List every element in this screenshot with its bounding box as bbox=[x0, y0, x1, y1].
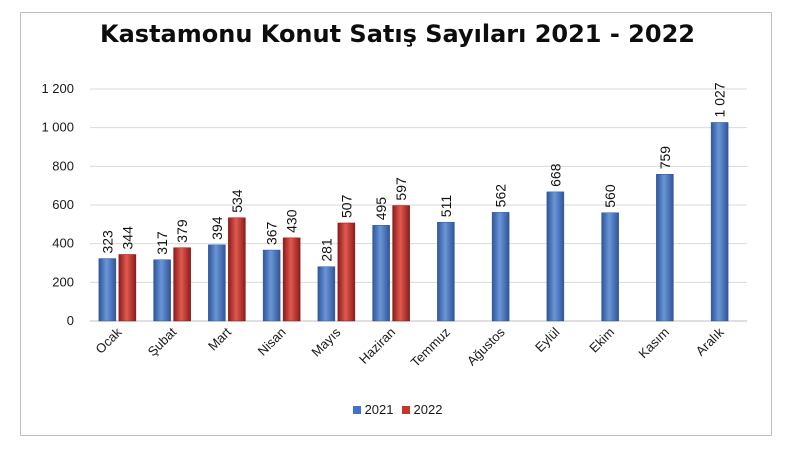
bar-2021-Temmuz bbox=[437, 221, 455, 322]
data-label-2022-Mayıs: 507 bbox=[338, 194, 354, 218]
data-label-2022-Ocak: 344 bbox=[119, 226, 135, 250]
x-category-label: Ağustos bbox=[464, 324, 508, 368]
x-category-label: Mayıs bbox=[308, 324, 343, 359]
x-category-label: Eylül bbox=[532, 324, 563, 355]
bar-2022-Şubat bbox=[173, 247, 191, 322]
data-label-2021-Ağustos: 562 bbox=[493, 184, 509, 208]
data-label-2022-Mart: 534 bbox=[229, 189, 245, 213]
legend-swatch-2021 bbox=[352, 405, 361, 414]
y-tick-label: 1 000 bbox=[41, 120, 74, 135]
x-category-label: Mart bbox=[205, 324, 234, 353]
bar-2021-Ekim bbox=[601, 212, 619, 322]
bar-2021-Şubat bbox=[153, 259, 171, 322]
x-category-label: Nisan bbox=[255, 325, 289, 359]
bar-2022-Mart bbox=[228, 217, 246, 322]
y-tick-label: 400 bbox=[52, 236, 74, 251]
legend-item-2021: 2021 bbox=[352, 402, 394, 417]
x-category-label: Aralık bbox=[693, 324, 727, 358]
data-label-2021-Şubat: 317 bbox=[154, 231, 170, 255]
y-tick-label: 800 bbox=[52, 158, 74, 173]
legend: 2021 2022 bbox=[0, 402, 795, 417]
legend-label-2022: 2022 bbox=[413, 402, 443, 417]
bars bbox=[98, 122, 729, 322]
x-category-label: Temmuz bbox=[408, 325, 453, 370]
y-axis-ticks: 0 200 400 600 800 1 000 1 200 bbox=[41, 81, 74, 328]
data-label-2022-Şubat: 379 bbox=[174, 219, 190, 243]
data-label-2021-Haziran: 495 bbox=[373, 197, 389, 221]
bar-2022-Nisan bbox=[282, 237, 301, 322]
x-category-label: Şubat bbox=[145, 324, 180, 359]
legend-item-2022: 2022 bbox=[401, 402, 443, 417]
legend-label-2021: 2021 bbox=[364, 402, 394, 417]
bar-2021-Ocak bbox=[98, 258, 117, 322]
data-label-2021-Nisan: 367 bbox=[264, 221, 280, 245]
bar-2021-Kasım bbox=[656, 174, 674, 322]
data-label-2021-Ocak: 323 bbox=[99, 230, 115, 254]
bar-2021-Ağustos bbox=[491, 212, 510, 322]
data-label-2021-Mart: 394 bbox=[209, 216, 225, 240]
bar-2021-Nisan bbox=[262, 249, 281, 322]
data-label-2022-Haziran: 597 bbox=[393, 177, 409, 201]
data-label-2021-Eylül: 668 bbox=[547, 163, 563, 187]
y-tick-label: 0 bbox=[67, 313, 74, 328]
x-category-label: Haziran bbox=[356, 325, 398, 367]
data-label-2021-Ekim: 560 bbox=[602, 184, 618, 208]
x-category-label: Kasım bbox=[635, 325, 672, 362]
x-category-label: Ocak bbox=[92, 324, 124, 356]
data-label-2021-Aralık: 1 027 bbox=[712, 82, 728, 117]
data-label-2022-Nisan: 430 bbox=[284, 209, 300, 233]
data-label-2021-Kasım: 759 bbox=[657, 146, 673, 170]
data-label-2021-Mayıs: 281 bbox=[318, 238, 334, 262]
bar-2021-Eylül bbox=[546, 191, 565, 322]
bar-2022-Haziran bbox=[392, 205, 410, 322]
bar-2022-Ocak bbox=[118, 254, 137, 322]
bar-2021-Aralık bbox=[710, 122, 729, 322]
y-tick-label: 200 bbox=[52, 274, 74, 289]
x-axis-categories: Ocak Şubat Mart Nisan Mayıs Haziran Temmuz Ağus… bbox=[92, 324, 727, 370]
bar-2021-Haziran bbox=[372, 225, 390, 322]
bar-2021-Mart bbox=[208, 244, 226, 322]
bar-2021-Mayıs bbox=[317, 266, 336, 322]
y-tick-label: 1 200 bbox=[41, 81, 74, 96]
data-label-2021-Temmuz: 511 bbox=[438, 195, 454, 218]
x-category-label: Ekim bbox=[586, 325, 617, 356]
grid-lines bbox=[90, 88, 747, 322]
bar-2022-Mayıs bbox=[337, 222, 356, 322]
y-tick-label: 600 bbox=[52, 197, 74, 212]
legend-swatch-2022 bbox=[401, 405, 410, 414]
chart-title: Kastamonu Konut Satış Sayıları 2021 - 20… bbox=[100, 20, 695, 48]
